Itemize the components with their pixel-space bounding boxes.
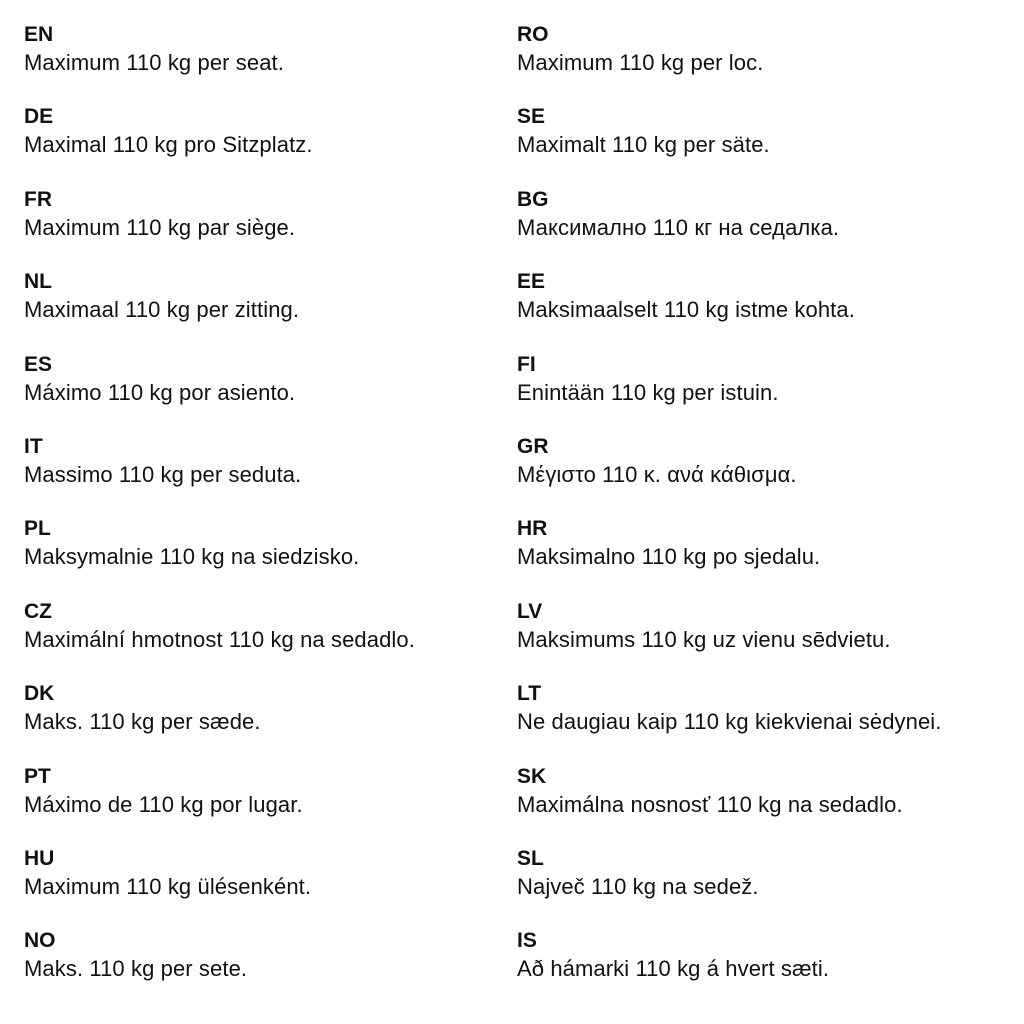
weight-limit-text: Maksymalnie 110 kg na siedzisko. xyxy=(24,544,360,570)
language-code: FI xyxy=(517,352,536,376)
language-code: SE xyxy=(517,105,546,129)
weight-limit-text: Maximum 110 kg par siège. xyxy=(24,214,296,240)
language-entry: CZ Maximální hmotnost 110 kg na sedadlo. xyxy=(24,598,415,680)
language-code: LT xyxy=(517,682,542,706)
weight-limit-text: Maximálna nosnosť 110 kg na sedadlo. xyxy=(517,791,903,817)
weight-limit-text: Að hámarki 110 kg á hvert sæti. xyxy=(517,956,830,982)
language-entry: PT Máximo de 110 kg por lugar. xyxy=(24,763,415,845)
language-entry: DE Maximal 110 kg pro Sitzplatz. xyxy=(24,103,415,185)
weight-limit-text: Максимално 110 кг на седалка. xyxy=(517,214,840,240)
weight-limit-text: Maximal 110 kg pro Sitzplatz. xyxy=(24,132,313,158)
language-entry: HR Maksimalno 110 kg po sjedalu. xyxy=(517,515,942,597)
language-code: SL xyxy=(517,846,544,870)
language-code: ES xyxy=(24,352,53,376)
language-code: DK xyxy=(24,682,55,706)
language-entry: IT Massimo 110 kg per seduta. xyxy=(24,433,415,515)
language-entry: FI Enintään 110 kg per istuin. xyxy=(517,351,942,433)
language-code: EE xyxy=(517,270,546,294)
language-code: HR xyxy=(517,517,548,541)
language-entry: NO Maks. 110 kg per sete. xyxy=(24,927,415,1009)
language-code: EN xyxy=(24,23,54,46)
language-entry: ES Máximo 110 kg por asiento. xyxy=(24,351,415,433)
language-entry: RO Maximum 110 kg per loc. xyxy=(517,21,942,103)
language-entry: SL Največ 110 kg na sedež. xyxy=(517,845,942,927)
weight-limit-text: Največ 110 kg na sedež. xyxy=(517,873,759,899)
language-entry: HU Maximum 110 kg ülésenként. xyxy=(24,845,415,927)
language-entry: LV Maksimums 110 kg uz vienu sēdvietu. xyxy=(517,598,942,680)
weight-limit-text: Maximální hmotnost 110 kg na sedadlo. xyxy=(24,626,415,652)
language-code: HU xyxy=(24,846,55,870)
language-code: IT xyxy=(24,434,43,458)
language-code: DE xyxy=(24,105,54,129)
language-entry: BG Максимално 110 кг на седалка. xyxy=(517,186,942,268)
language-code: GR xyxy=(517,434,549,458)
weight-limit-text: Maksimums 110 kg uz vienu sēdvietu. xyxy=(517,626,891,652)
language-code: IS xyxy=(517,929,537,953)
language-entry: SE Maximalt 110 kg per säte. xyxy=(517,103,942,185)
weight-limit-text: Maximaal 110 kg per zitting. xyxy=(24,297,300,323)
language-code: PT xyxy=(24,764,51,788)
left-column: EN Maximum 110 kg per seat. DE Maximal 110 … xyxy=(24,21,415,1010)
language-entry: LT Ne daugiau kaip 110 kg kiekvienai sėdy… xyxy=(517,680,942,762)
weight-limit-text: Maximum 110 kg ülésenként. xyxy=(24,873,312,899)
weight-limit-text: Maximum 110 kg per loc. xyxy=(517,50,764,75)
weight-limit-text: Maximalt 110 kg per säte. xyxy=(517,132,770,158)
weight-limit-text: Maks. 110 kg per sete. xyxy=(24,956,248,982)
language-entry: EE Maksimaalselt 110 kg istme kohta. xyxy=(517,268,942,350)
language-entry: EN Maximum 110 kg per seat. xyxy=(24,21,415,103)
weight-limit-text: Enintään 110 kg per istuin. xyxy=(517,379,779,405)
language-code: FR xyxy=(24,187,52,211)
language-code: CZ xyxy=(24,599,52,623)
language-code: RO xyxy=(517,23,549,46)
language-code: LV xyxy=(517,599,543,623)
language-entry: IS Að hámarki 110 kg á hvert sæti. xyxy=(517,927,942,1009)
language-code: SK xyxy=(517,764,547,788)
language-entry: DK Maks. 110 kg per sæde. xyxy=(24,680,415,762)
right-column: RO Maximum 110 kg per loc. SE Maximalt 110 … xyxy=(517,21,942,1010)
language-entry: FR Maximum 110 kg par siège. xyxy=(24,186,415,268)
language-entry: PL Maksymalnie 110 kg na siedzisko. xyxy=(24,515,415,597)
language-entry: GR Μέγιστο 110 κ. ανά κάθισμα. xyxy=(517,433,942,515)
weight-limit-text: Maksimaalselt 110 kg istme kohta. xyxy=(517,297,855,323)
weight-limit-text: Máximo 110 kg por asiento. xyxy=(24,379,296,405)
weight-limit-text: Maksimalno 110 kg po sjedalu. xyxy=(517,544,821,570)
language-code: BG xyxy=(517,187,549,211)
weight-limit-text: Μέγιστο 110 κ. ανά κάθισμα. xyxy=(517,461,797,487)
weight-limit-text: Maximum 110 kg per seat. xyxy=(24,50,284,75)
language-entry: NL Maximaal 110 kg per zitting. xyxy=(24,268,415,350)
language-code: NO xyxy=(24,929,56,953)
weight-limit-text: Ne daugiau kaip 110 kg kiekvienai sėdyne… xyxy=(517,709,942,735)
language-code: NL xyxy=(24,270,52,294)
language-entry: SK Maximálna nosnosť 110 kg na sedadlo. xyxy=(517,763,942,845)
weight-limit-text: Maks. 110 kg per sæde. xyxy=(24,709,261,735)
weight-limit-text: Massimo 110 kg per seduta. xyxy=(24,461,302,487)
weight-limit-text: Máximo de 110 kg por lugar. xyxy=(24,791,303,817)
language-code: PL xyxy=(24,517,51,541)
